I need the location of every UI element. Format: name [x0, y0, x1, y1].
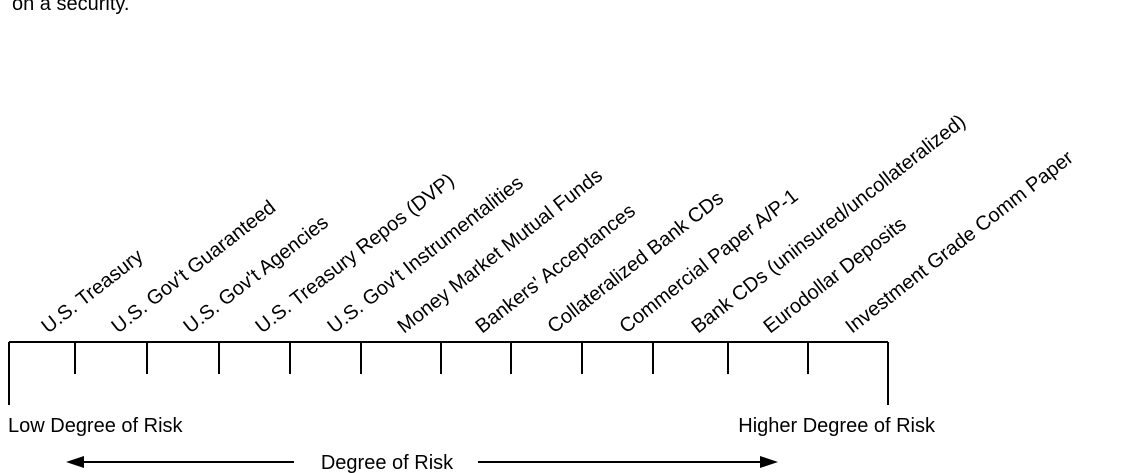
high-risk-label: Higher Degree of Risk — [738, 415, 936, 437]
scale-ticks — [74, 342, 809, 374]
degree-of-risk-label: Degree of Risk — [321, 452, 454, 473]
left-arrowhead — [66, 456, 84, 468]
low-risk-label: Low Degree of Risk — [8, 415, 184, 437]
risk-direction-arrows — [66, 456, 778, 468]
risk-scale-bar — [8, 341, 889, 405]
right-arrowhead — [760, 456, 778, 468]
header-fragment: on a security. — [12, 0, 129, 15]
security-label: Bank CDs (uninsured/uncollateralized) — [688, 110, 970, 337]
